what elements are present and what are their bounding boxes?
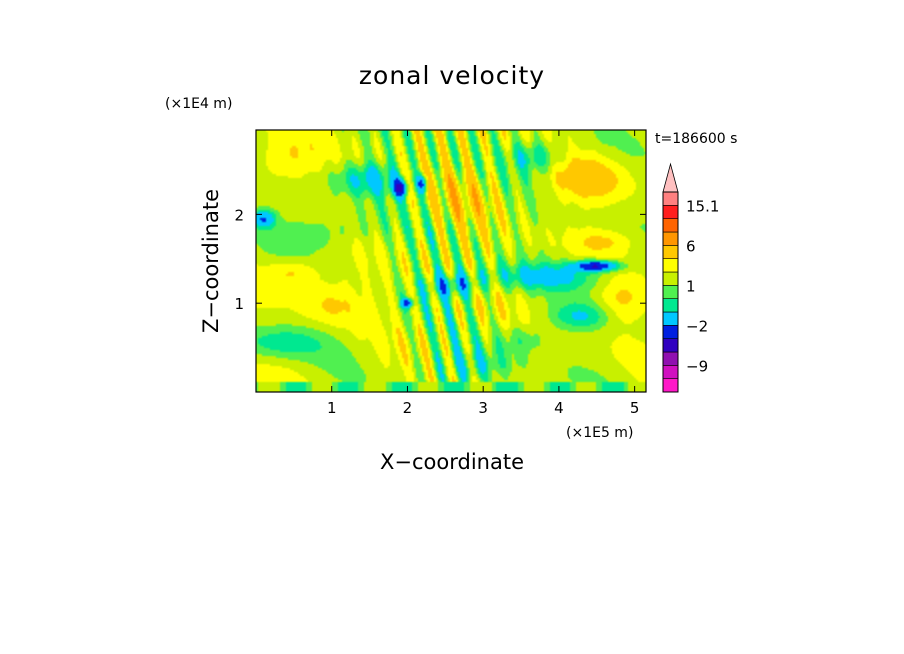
time-label: t=186600 s	[655, 131, 737, 147]
x-tick-label: 1	[327, 399, 337, 417]
x-axis-label: X−coordinate	[380, 450, 524, 474]
x-axis-ticks: 1 2 3 4 5	[327, 130, 639, 417]
zonal-velocity-field	[256, 130, 646, 392]
colorbar-band	[662, 285, 679, 299]
colorbar-band	[662, 325, 679, 339]
colorbar-extend-triangle	[662, 162, 679, 193]
colorbar-band	[662, 365, 679, 379]
colorbar-band	[662, 311, 679, 326]
y-unit-label: (×1E4 m)	[165, 96, 232, 112]
y-tick-label: 1	[234, 295, 244, 313]
colorbar-tick-label: 1	[686, 277, 696, 295]
y-tick-label: 2	[234, 206, 244, 224]
chart-title: zonal velocity	[359, 61, 545, 90]
colorbar-band	[662, 351, 679, 366]
colorbar-band	[662, 245, 679, 259]
colorbar-frame	[662, 191, 679, 393]
x-tick-label: 5	[630, 399, 640, 417]
colorbar-tick-label: −9	[686, 357, 708, 375]
colorbar-band	[662, 218, 679, 233]
colorbar-band	[662, 338, 679, 353]
colorbar-band	[662, 378, 679, 393]
plot-frame	[255, 129, 647, 393]
colorbar-band	[662, 271, 679, 286]
x-tick-label: 3	[478, 399, 488, 417]
y-axis-label: Z−coordinate	[199, 189, 223, 333]
colorbar-band	[662, 258, 679, 273]
y-axis-ticks: 12	[234, 206, 646, 313]
colorbar-band	[662, 298, 679, 313]
x-tick-label: 2	[403, 399, 413, 417]
colorbar: 15.1 6 1 −2 −9	[662, 162, 719, 393]
x-tick-label: 4	[554, 399, 564, 417]
colorbar-band	[662, 231, 679, 246]
colorbar-band	[662, 191, 679, 206]
colorbar-tick-label: −2	[686, 317, 708, 335]
colorbar-tick-label: 15.1	[686, 197, 719, 215]
colorbar-tick-label: 6	[686, 237, 696, 255]
colorbar-band	[662, 205, 679, 219]
x-unit-label: (×1E5 m)	[566, 425, 633, 441]
